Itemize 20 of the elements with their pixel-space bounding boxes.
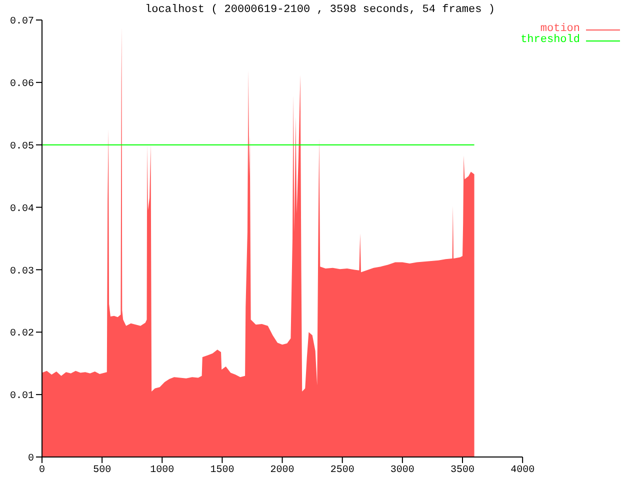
y-tick-label: 0.07 bbox=[10, 16, 34, 28]
y-tick-label: 0.05 bbox=[10, 141, 34, 152]
y-tick-label: 0 bbox=[28, 454, 34, 465]
y-tick-label: 0.01 bbox=[10, 391, 34, 402]
y-tick-label: 0.03 bbox=[10, 266, 34, 278]
legend-label: motion bbox=[540, 23, 580, 35]
x-tick-label: 1500 bbox=[210, 465, 234, 476]
x-tick-label: 1000 bbox=[150, 465, 174, 476]
x-tick-label: 0 bbox=[38, 465, 46, 476]
y-tick-label: 0.06 bbox=[10, 78, 34, 90]
x-tick-label: 4000 bbox=[510, 465, 535, 476]
y-tick-label: 0.02 bbox=[10, 328, 34, 340]
x-tick-label: 3000 bbox=[390, 465, 414, 476]
x-tick-label: 3500 bbox=[450, 465, 475, 476]
chart-title: localhost ( 20000619-2100 , 3598 seconds, 54 frames ) bbox=[144, 4, 496, 16]
x-tick-label: 2500 bbox=[330, 465, 354, 476]
legend-label: threshold bbox=[520, 34, 580, 46]
x-tick-label: 2000 bbox=[270, 465, 294, 476]
x-tick-label: 500 bbox=[93, 465, 112, 476]
y-tick-label: 0.04 bbox=[10, 204, 34, 215]
